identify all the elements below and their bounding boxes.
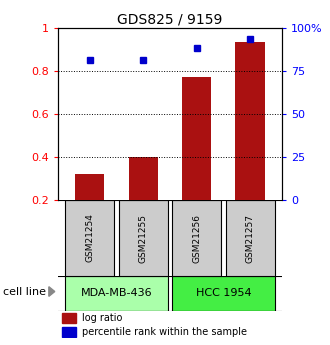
Text: MDA-MB-436: MDA-MB-436	[81, 288, 152, 298]
Title: GDS825 / 9159: GDS825 / 9159	[117, 12, 223, 27]
Bar	[65, 200, 115, 276]
Bar	[172, 200, 221, 276]
Text: GSM21256: GSM21256	[192, 214, 201, 263]
Bar	[62, 327, 76, 337]
Bar	[65, 276, 168, 310]
Bar	[172, 276, 275, 310]
Text: GSM21255: GSM21255	[139, 214, 148, 263]
Text: percentile rank within the sample: percentile rank within the sample	[82, 327, 248, 337]
Bar	[75, 174, 105, 200]
Text: log ratio: log ratio	[82, 313, 123, 323]
Text: HCC 1954: HCC 1954	[196, 288, 251, 298]
Text: GSM21257: GSM21257	[246, 214, 254, 263]
Bar	[129, 157, 158, 200]
Text: cell line: cell line	[3, 287, 46, 296]
Text: GSM21254: GSM21254	[85, 214, 94, 263]
Bar	[235, 42, 265, 200]
Bar	[119, 200, 168, 276]
Bar	[182, 77, 211, 200]
Bar	[225, 200, 275, 276]
Bar	[62, 313, 76, 323]
